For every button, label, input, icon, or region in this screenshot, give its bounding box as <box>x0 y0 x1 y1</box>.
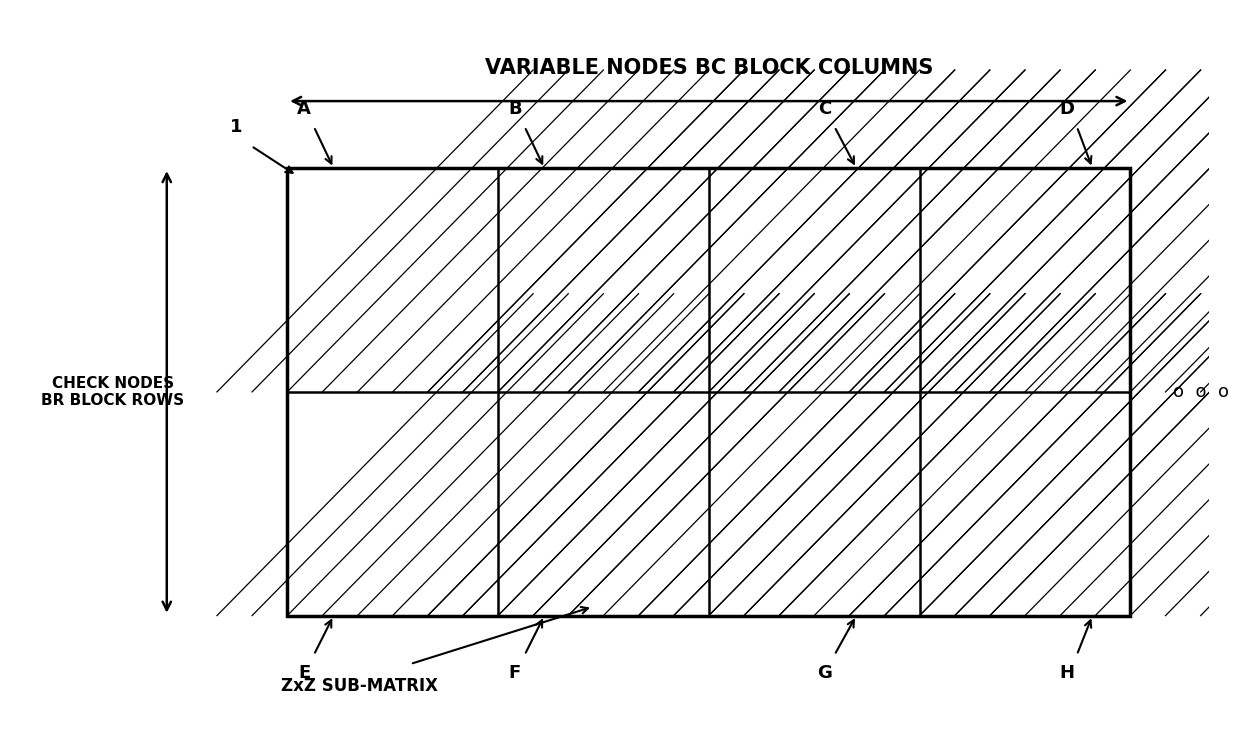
Bar <box>288 392 498 615</box>
Bar <box>288 168 1131 615</box>
Bar <box>288 168 498 392</box>
Text: E: E <box>298 664 310 682</box>
Text: D: D <box>1060 100 1075 118</box>
Text: H: H <box>1060 664 1075 682</box>
Bar <box>498 392 709 615</box>
Text: C: C <box>818 100 831 118</box>
Text: VARIABLE NODES BC BLOCK COLUMNS: VARIABLE NODES BC BLOCK COLUMNS <box>485 57 932 78</box>
Bar <box>709 392 920 615</box>
Bar <box>709 168 920 392</box>
Bar <box>920 392 1131 615</box>
Text: o  o  o: o o o <box>1173 383 1229 401</box>
Bar <box>920 168 1131 392</box>
Text: A: A <box>298 100 311 118</box>
Text: CHECK NODES
BR BLOCK ROWS: CHECK NODES BR BLOCK ROWS <box>41 375 184 408</box>
Text: 1: 1 <box>231 118 243 136</box>
Text: B: B <box>508 100 522 118</box>
Text: F: F <box>508 664 521 682</box>
Text: ZxZ SUB-MATRIX: ZxZ SUB-MATRIX <box>281 677 438 695</box>
Bar <box>498 168 709 392</box>
Text: G: G <box>817 664 832 682</box>
